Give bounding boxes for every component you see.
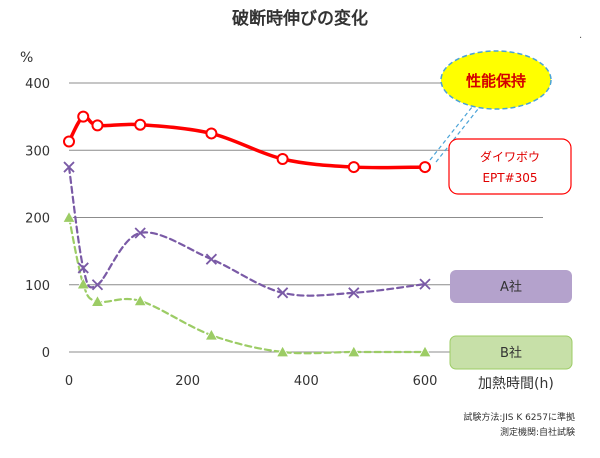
a-series-label-box	[450, 270, 572, 303]
series-a-point	[63, 161, 75, 173]
x-axis-label: 加熱時間(h)	[478, 376, 554, 392]
series-red-point	[63, 135, 75, 148]
series-a-point	[276, 287, 289, 299]
series-b-point	[76, 277, 90, 290]
series-b-point	[347, 345, 361, 358]
label-red-series: ダイワボウ EPT#305	[448, 138, 572, 195]
series-b-line	[67, 216, 427, 355]
y-tick-label: 0	[42, 346, 50, 361]
b-series-label-box	[449, 335, 573, 370]
series-layer	[62, 110, 432, 358]
y-tick-labels: 0 100 200 300 400	[25, 77, 50, 361]
x-tick-label: 0	[65, 374, 73, 389]
x-tick-label: 600	[413, 374, 438, 389]
x-tick-labels: 0 200 400 600	[65, 374, 438, 389]
series-a	[63, 161, 431, 299]
series-a-point	[134, 227, 146, 239]
series-b-point	[204, 328, 219, 341]
series-a-point	[77, 262, 89, 274]
series-red-point	[419, 161, 431, 174]
callout-leader	[429, 101, 477, 161]
red-series-label-line-1: ダイワボウ	[480, 149, 540, 164]
y-tick-label: 400	[25, 77, 50, 92]
callout-text: 性能保持	[466, 72, 526, 90]
series-b	[62, 210, 432, 358]
series-a-point	[205, 253, 218, 265]
y-axis-unit: %	[20, 50, 33, 66]
series-red-point	[134, 118, 147, 131]
test-method-note: 試験方法:JIS K 6257に準拠	[463, 411, 575, 423]
series-red-point	[91, 119, 104, 132]
label-a-series: A社	[450, 270, 572, 303]
x-tick-label: 200	[175, 374, 200, 389]
series-a-point	[419, 278, 431, 290]
series-red	[63, 110, 431, 174]
series-red-point	[347, 161, 360, 174]
callout-bubble	[440, 50, 552, 110]
label-b-series: B社	[449, 335, 573, 370]
series-red-line	[67, 114, 427, 170]
x-tick-label: 400	[294, 374, 319, 389]
series-b-point	[62, 210, 76, 223]
series-red-point	[77, 110, 90, 123]
series-b-point	[133, 294, 147, 307]
series-b-point	[275, 345, 290, 358]
chart-title: 破断時伸びの変化	[232, 8, 368, 29]
red-series-label-box	[448, 138, 572, 195]
a-series-label: A社	[500, 279, 522, 295]
series-b-point	[418, 345, 432, 358]
test-lab-note: 測定機関:自社試験	[500, 426, 575, 438]
y-tick-label: 100	[25, 279, 50, 294]
performance-callout: 性能保持	[429, 50, 552, 163]
y-tick-label: 200	[25, 212, 50, 227]
series-red-point	[276, 152, 289, 165]
b-series-label: B社	[500, 345, 522, 361]
stray-mark: .	[579, 30, 582, 41]
series-b-point	[90, 294, 105, 307]
callout-leader	[435, 103, 483, 163]
y-tick-label: 300	[25, 144, 50, 159]
series-a-line	[67, 165, 427, 297]
red-series-label-line-2: EPT#305	[482, 171, 537, 185]
series-red-point	[205, 127, 218, 140]
series-a-point	[348, 287, 360, 299]
series-a-point	[91, 279, 104, 291]
